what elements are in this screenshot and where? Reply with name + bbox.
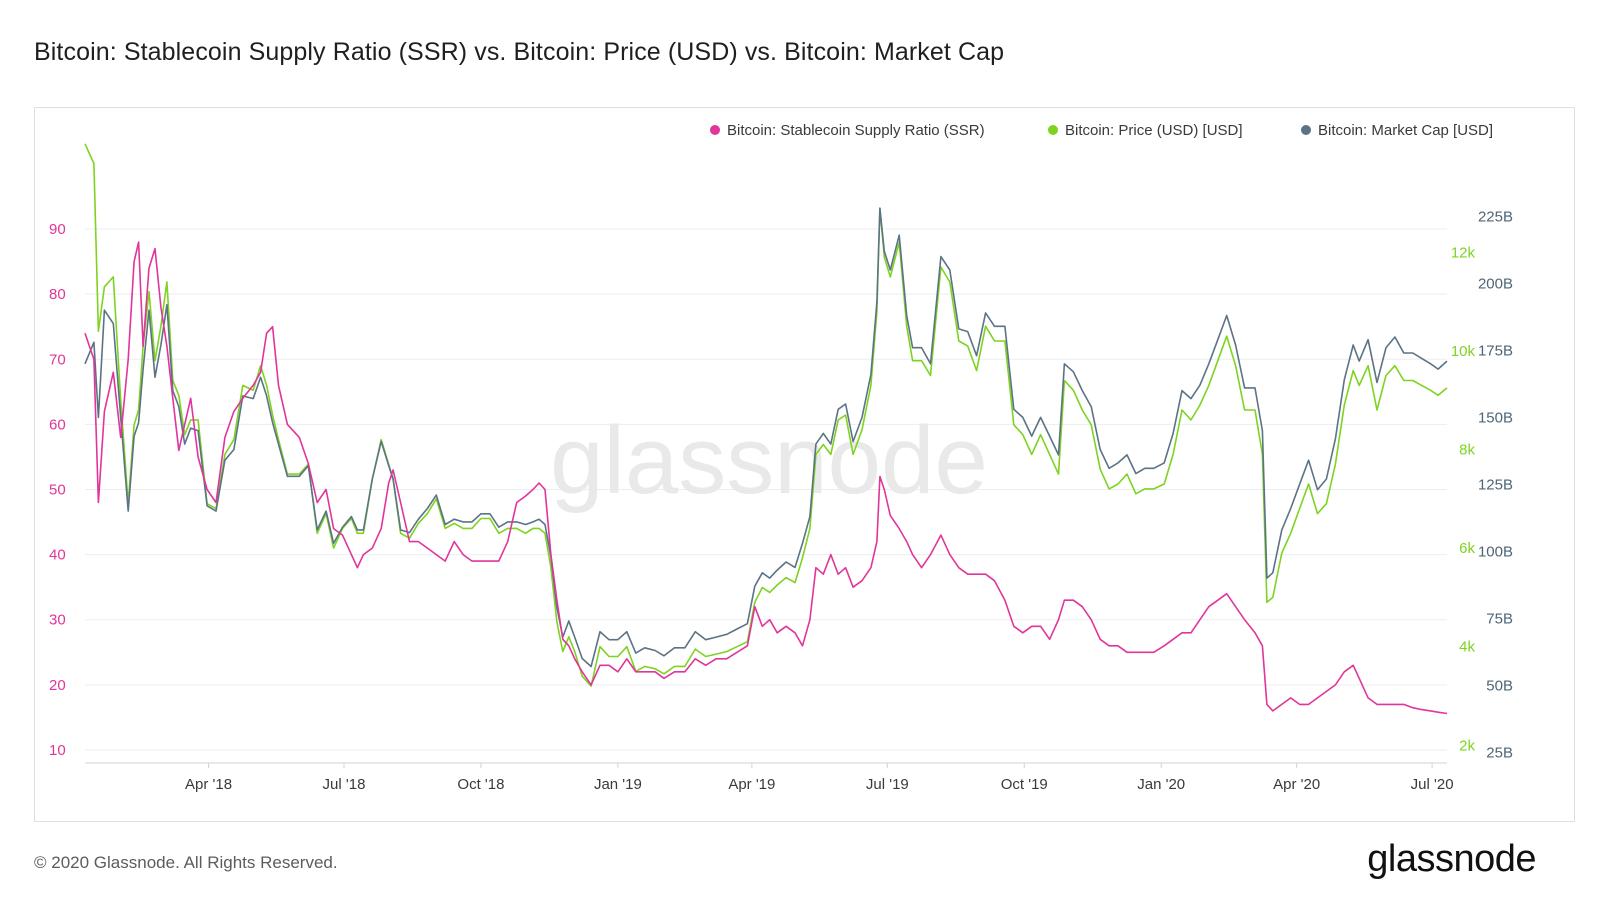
price-axis-tick-label: 10k — [1451, 343, 1476, 360]
ssr-axis-tick-label: 50 — [49, 482, 66, 499]
legend-label-price: Bitcoin: Price (USD) [USD] — [1065, 122, 1243, 139]
legend-marker-ssr — [710, 125, 720, 135]
legend-marker-mcap — [1301, 125, 1311, 135]
x-axis-tick-label: Apr '19 — [728, 776, 775, 793]
x-axis-tick-label: Jul '18 — [323, 776, 366, 793]
mcap-axis-tick-label: 200B — [1478, 275, 1513, 292]
mcap-axis-tick-label: 25B — [1486, 744, 1513, 761]
chart-title: Bitcoin: Stablecoin Supply Ratio (SSR) v… — [34, 38, 1005, 66]
price-axis-tick-label: 8k — [1459, 441, 1475, 458]
ssr-axis-tick-label: 60 — [49, 416, 66, 433]
ssr-axis-tick-label: 70 — [49, 351, 66, 368]
x-axis-tick-label: Apr '18 — [185, 776, 232, 793]
mcap-axis-tick-label: 225B — [1478, 208, 1513, 225]
series-line-mcap — [84, 207, 1448, 668]
x-axis-tick-label: Jan '19 — [594, 776, 642, 793]
price-axis-tick-label: 4k — [1459, 639, 1475, 656]
ssr-axis-tick-label: 10 — [49, 742, 66, 759]
chart-svg: 10 20 30 40 50 60 70 80 90 glassnode Apr '18 Jul '1… — [49, 122, 1513, 793]
x-axis-tick-label: Apr '20 — [1273, 776, 1320, 793]
ssr-axis-tick-label: 20 — [49, 677, 66, 694]
price-axis-tick-label: 2k — [1459, 737, 1475, 754]
ssr-axis-tick-label: 30 — [49, 612, 66, 629]
ssr-axis-tick-label: 40 — [49, 547, 66, 564]
mcap-axis-tick-label: 175B — [1478, 342, 1513, 359]
x-axis-tick-label: Oct '19 — [1001, 776, 1048, 793]
x-axis-tick-label: Jan '20 — [1137, 776, 1185, 793]
legend-label-mcap: Bitcoin: Market Cap [USD] — [1318, 122, 1493, 139]
brand-logo: glassnode — [1367, 838, 1536, 880]
chart-panel: 10 20 30 40 50 60 70 80 90 glassnode Apr '18 Jul '1… — [34, 107, 1575, 822]
mcap-axis-tick-label: 50B — [1486, 677, 1513, 694]
legend-label-ssr: Bitcoin: Stablecoin Supply Ratio (SSR) — [727, 122, 985, 139]
ssr-axis-tick-label: 90 — [49, 221, 66, 238]
copyright-text: © 2020 Glassnode. All Rights Reserved. — [34, 853, 338, 872]
ssr-axis-tick-label: 80 — [49, 286, 66, 303]
mcap-axis-tick-label: 75B — [1486, 610, 1513, 627]
mcap-axis-tick-label: 100B — [1478, 543, 1513, 560]
watermark: glassnode — [550, 407, 988, 514]
legend-marker-price — [1048, 125, 1058, 135]
price-axis-tick-label: 12k — [1451, 244, 1476, 261]
x-axis-tick-label: Jul '19 — [866, 776, 909, 793]
series-line-ssr — [84, 241, 1448, 715]
x-axis-tick-label: Oct '18 — [457, 776, 504, 793]
price-axis-tick-label: 6k — [1459, 540, 1475, 557]
mcap-axis-tick-label: 125B — [1478, 476, 1513, 493]
mcap-axis-tick-label: 150B — [1478, 409, 1513, 426]
x-axis-tick-label: Jul '20 — [1411, 776, 1454, 793]
